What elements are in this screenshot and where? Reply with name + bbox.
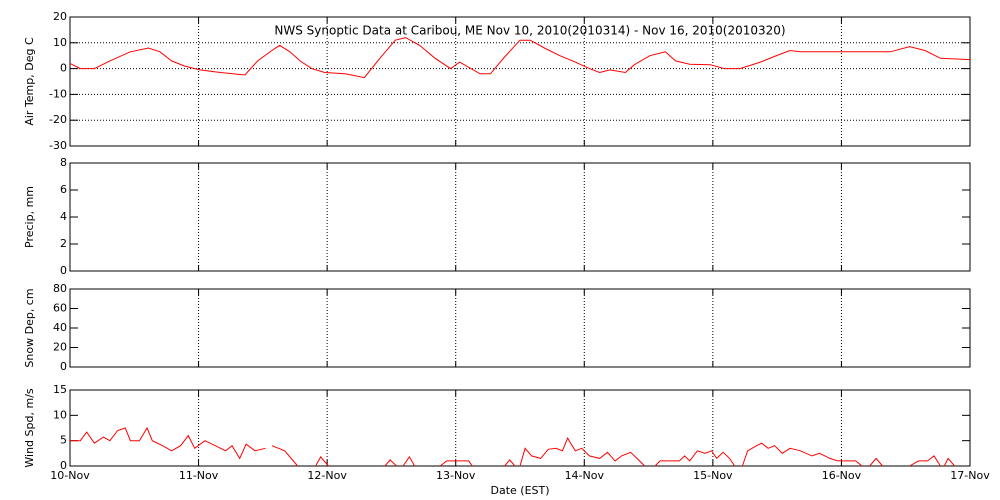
y-tick-label: 4: [60, 210, 67, 223]
y-tick-label: 60: [53, 302, 67, 315]
data-line: [70, 426, 955, 467]
x-tick-label: 15-Nov: [693, 469, 733, 482]
y-tick-label: 10: [53, 36, 67, 49]
y-tick-label: 5: [60, 434, 67, 447]
x-tick-label: 12-Nov: [307, 469, 347, 482]
y-tick-label: -30: [49, 139, 67, 152]
y-tick-label: 20: [53, 341, 67, 354]
x-tick-label: 13-Nov: [436, 469, 476, 482]
x-tick-label: 17-Nov: [950, 469, 990, 482]
y-tick-label: -20: [49, 113, 67, 126]
x-tick-label: 14-Nov: [565, 469, 605, 482]
y-axis-label: Precip, mm: [23, 186, 36, 248]
y-tick-label: 0: [60, 264, 67, 277]
y-tick-label: 8: [60, 156, 67, 169]
plot-frame: [69, 389, 971, 467]
y-tick-label: -10: [49, 87, 67, 100]
y-tick-label: 15: [53, 383, 67, 396]
x-tick-label: 10-Nov: [50, 469, 90, 482]
x-tick-label: 16-Nov: [822, 469, 862, 482]
y-tick-label: 6: [60, 183, 67, 196]
y-tick-label: 20: [53, 10, 67, 23]
y-tick-label: 0: [60, 360, 67, 373]
plot-frame: [69, 16, 971, 147]
y-tick-label: 0: [60, 62, 67, 75]
x-tick-label: 11-Nov: [179, 469, 219, 482]
y-axis-label: Wind Spd, m/s: [23, 388, 36, 468]
y-tick-label: 10: [53, 408, 67, 421]
y-axis-label: Air Temp, Deg C: [23, 37, 36, 126]
y-tick-label: 2: [60, 237, 67, 250]
y-tick-label: 80: [53, 282, 67, 295]
chart-title: NWS Synoptic Data at Caribou, ME Nov 10,…: [274, 24, 785, 38]
y-tick-label: 0: [60, 459, 67, 472]
x-axis-label: Date (EST): [490, 484, 549, 497]
y-axis-label: Snow Dep, cm: [23, 288, 36, 367]
data-line: [69, 37, 971, 79]
plot-frame: [69, 288, 971, 368]
plot-frame: [69, 162, 971, 272]
y-tick-label: 40: [53, 321, 67, 334]
